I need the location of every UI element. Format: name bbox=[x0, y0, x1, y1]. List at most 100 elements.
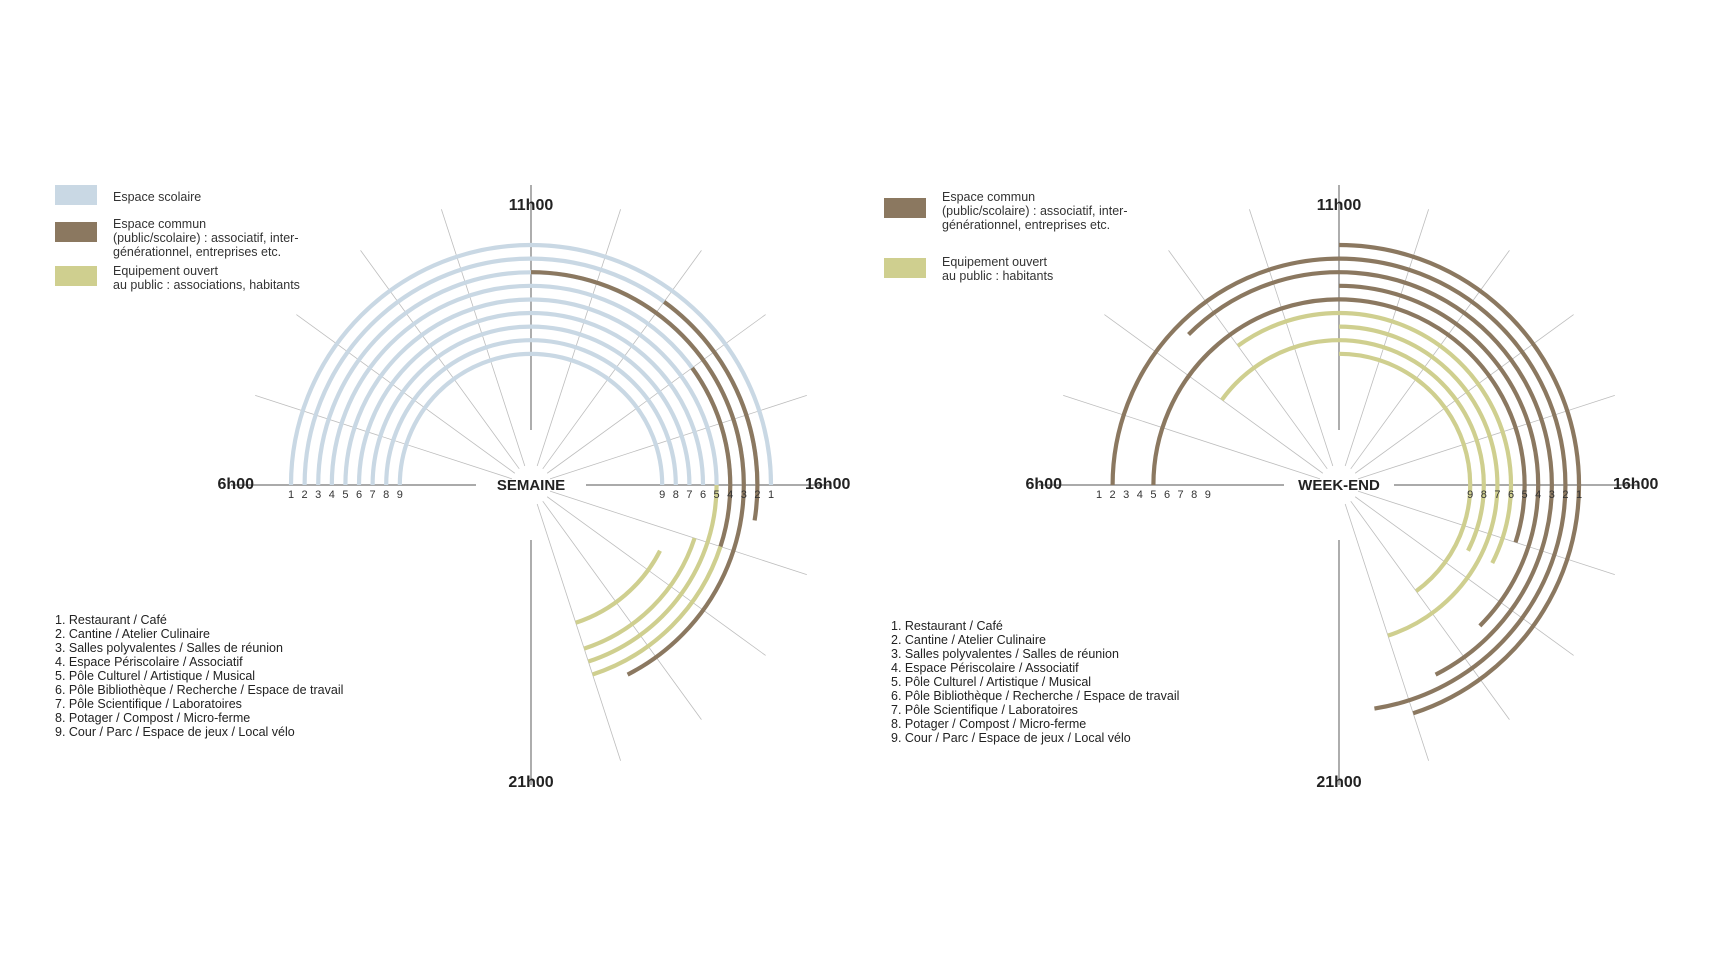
place-item: 4. Espace Périscolaire / Associatif bbox=[55, 655, 243, 669]
ring-number-left: 7 bbox=[1178, 489, 1184, 501]
ring-number-right: 3 bbox=[1549, 489, 1555, 501]
place-item: 1. Restaurant / Café bbox=[891, 619, 1003, 633]
ring-segment-public bbox=[1220, 338, 1486, 552]
hour-spoke bbox=[296, 314, 516, 474]
time-label-right: 16h00 bbox=[1613, 476, 1658, 493]
places-list-weekend: 1. Restaurant / Café 2. Cantine / Atelie… bbox=[891, 619, 1179, 745]
ring-number-left: 4 bbox=[329, 489, 335, 501]
hour-spoke bbox=[1357, 490, 1615, 575]
ring-number-right: 4 bbox=[727, 489, 733, 501]
hour-spoke bbox=[549, 395, 807, 480]
place-item: 9. Cour / Parc / Espace de jeux / Local … bbox=[891, 731, 1131, 745]
hour-spoke bbox=[441, 209, 526, 467]
place-item: 2. Cantine / Atelier Culinaire bbox=[55, 627, 210, 641]
ring-number-right: 8 bbox=[673, 489, 679, 501]
hour-spoke bbox=[536, 209, 621, 467]
hour-spoke bbox=[360, 250, 520, 470]
legend-text-commun: Espace commun (public/scolaire) : associ… bbox=[942, 190, 1128, 232]
center-label: WEEK-END bbox=[1298, 477, 1380, 494]
place-item: 4. Espace Périscolaire / Associatif bbox=[891, 661, 1079, 675]
ring-number-right: 5 bbox=[1522, 489, 1528, 501]
hour-spoke bbox=[1357, 395, 1615, 480]
ring-number-left: 1 bbox=[288, 489, 294, 501]
ring-number-right: 5 bbox=[714, 489, 720, 501]
hour-spoke bbox=[1249, 209, 1334, 467]
time-label-bottom: 21h00 bbox=[1316, 774, 1361, 791]
panel-weekend: Espace commun (public/scolaire) : associ… bbox=[808, 0, 1670, 980]
time-label-right: 16h00 bbox=[805, 476, 850, 493]
ring-segment-scolaire bbox=[370, 324, 692, 486]
ring-number-right: 9 bbox=[659, 489, 665, 501]
hour-spoke bbox=[1344, 503, 1429, 761]
time-label-top: 11h00 bbox=[1317, 197, 1362, 214]
ring-number-right: 4 bbox=[1535, 489, 1541, 501]
place-item: 3. Salles polyvalentes / Salles de réuni… bbox=[55, 641, 283, 655]
ring-number-right: 3 bbox=[741, 489, 747, 501]
ring-number-left: 9 bbox=[397, 489, 403, 501]
ring-segment-scolaire bbox=[384, 338, 678, 486]
place-item: 6. Pôle Bibliothèque / Recherche / Espac… bbox=[55, 683, 344, 697]
ring-number-left: 3 bbox=[1123, 489, 1129, 501]
ring-segment-scolaire bbox=[397, 351, 665, 486]
legend-swatch-public bbox=[884, 258, 926, 278]
ring-number-right: 7 bbox=[686, 489, 692, 501]
hour-spoke bbox=[255, 395, 513, 480]
hour-spoke bbox=[542, 250, 702, 470]
ring-segment-public bbox=[1338, 351, 1473, 593]
hour-spoke bbox=[1350, 250, 1510, 470]
ring-segment-commun bbox=[1338, 242, 1582, 716]
hour-spoke bbox=[542, 500, 702, 720]
hour-spoke bbox=[1063, 395, 1321, 480]
ring-segment-commun bbox=[530, 270, 746, 677]
ring-number-left: 2 bbox=[302, 489, 308, 501]
ring-segment-scolaire bbox=[356, 310, 706, 486]
places-list-semaine: 1. Restaurant / Café 2. Cantine / Atelie… bbox=[55, 613, 343, 739]
ring-number-left: 3 bbox=[315, 489, 321, 501]
place-item: 3. Salles polyvalentes / Salles de réuni… bbox=[891, 647, 1119, 661]
legend-text-scolaire: Espace scolaire bbox=[113, 190, 202, 204]
place-item: 7. Pôle Scientifique / Laboratoires bbox=[891, 703, 1078, 717]
panel-semaine: Espace scolaire Espace commun (public/sc… bbox=[0, 0, 862, 980]
place-item: 9. Cour / Parc / Espace de jeux / Local … bbox=[55, 725, 295, 739]
ring-number-right: 2 bbox=[1562, 489, 1568, 501]
ring-segment-public bbox=[575, 549, 662, 625]
ring-number-left: 6 bbox=[1164, 489, 1170, 501]
ring-number-right: 7 bbox=[1494, 489, 1500, 501]
hour-spoke bbox=[546, 496, 766, 656]
time-label-left: 6h00 bbox=[1026, 476, 1063, 493]
ring-number-right: 6 bbox=[1508, 489, 1514, 501]
ring-number-left: 7 bbox=[370, 489, 376, 501]
place-item: 7. Pôle Scientifique / Laboratoires bbox=[55, 697, 242, 711]
ring-segment-commun bbox=[662, 300, 760, 521]
place-item: 6. Pôle Bibliothèque / Recherche / Espac… bbox=[891, 689, 1180, 703]
ring-number-left: 5 bbox=[1150, 489, 1156, 501]
legend-text-commun: Espace commun (public/scolaire) : associ… bbox=[113, 217, 299, 259]
hour-spoke bbox=[546, 314, 766, 474]
ring-number-left: 8 bbox=[1191, 489, 1197, 501]
time-dial-semaine: 11h00 6h00 16h00 21h00 SEMAINE 1 12 23 34 45… bbox=[218, 185, 850, 791]
legend-swatch-scolaire bbox=[55, 185, 97, 205]
ring-segment-public bbox=[587, 484, 719, 664]
legend-swatch-commun bbox=[884, 198, 926, 218]
place-item: 5. Pôle Culturel / Artistique / Musical bbox=[891, 675, 1092, 689]
ring-number-left: 5 bbox=[342, 489, 348, 501]
place-item: 8. Potager / Compost / Micro-ferme bbox=[891, 717, 1087, 731]
time-label-bottom: 21h00 bbox=[508, 774, 553, 791]
ring-number-right: 1 bbox=[1576, 489, 1582, 501]
legend-text-public: Equipement ouvert au public : habitants bbox=[942, 255, 1054, 283]
hour-spoke bbox=[1350, 500, 1510, 720]
time-dial-weekend: 11h00 6h00 16h00 21h00 WEEK-END 1 12 23 34 4… bbox=[1026, 185, 1658, 791]
ring-segment-commun bbox=[1338, 283, 1541, 628]
legend-swatch-public bbox=[55, 266, 97, 286]
ring-number-left: 6 bbox=[356, 489, 362, 501]
ring-number-left: 2 bbox=[1110, 489, 1116, 501]
ring-number-right: 9 bbox=[1467, 489, 1473, 501]
ring-number-left: 1 bbox=[1096, 489, 1102, 501]
hour-spoke bbox=[1344, 209, 1429, 467]
ring-segment-commun bbox=[690, 366, 733, 548]
ring-segment-commun bbox=[1187, 270, 1554, 677]
hour-spoke bbox=[1168, 250, 1328, 470]
ring-segment-public bbox=[1338, 324, 1500, 638]
ring-segment-public bbox=[591, 545, 723, 677]
place-item: 8. Potager / Compost / Micro-ferme bbox=[55, 711, 251, 725]
